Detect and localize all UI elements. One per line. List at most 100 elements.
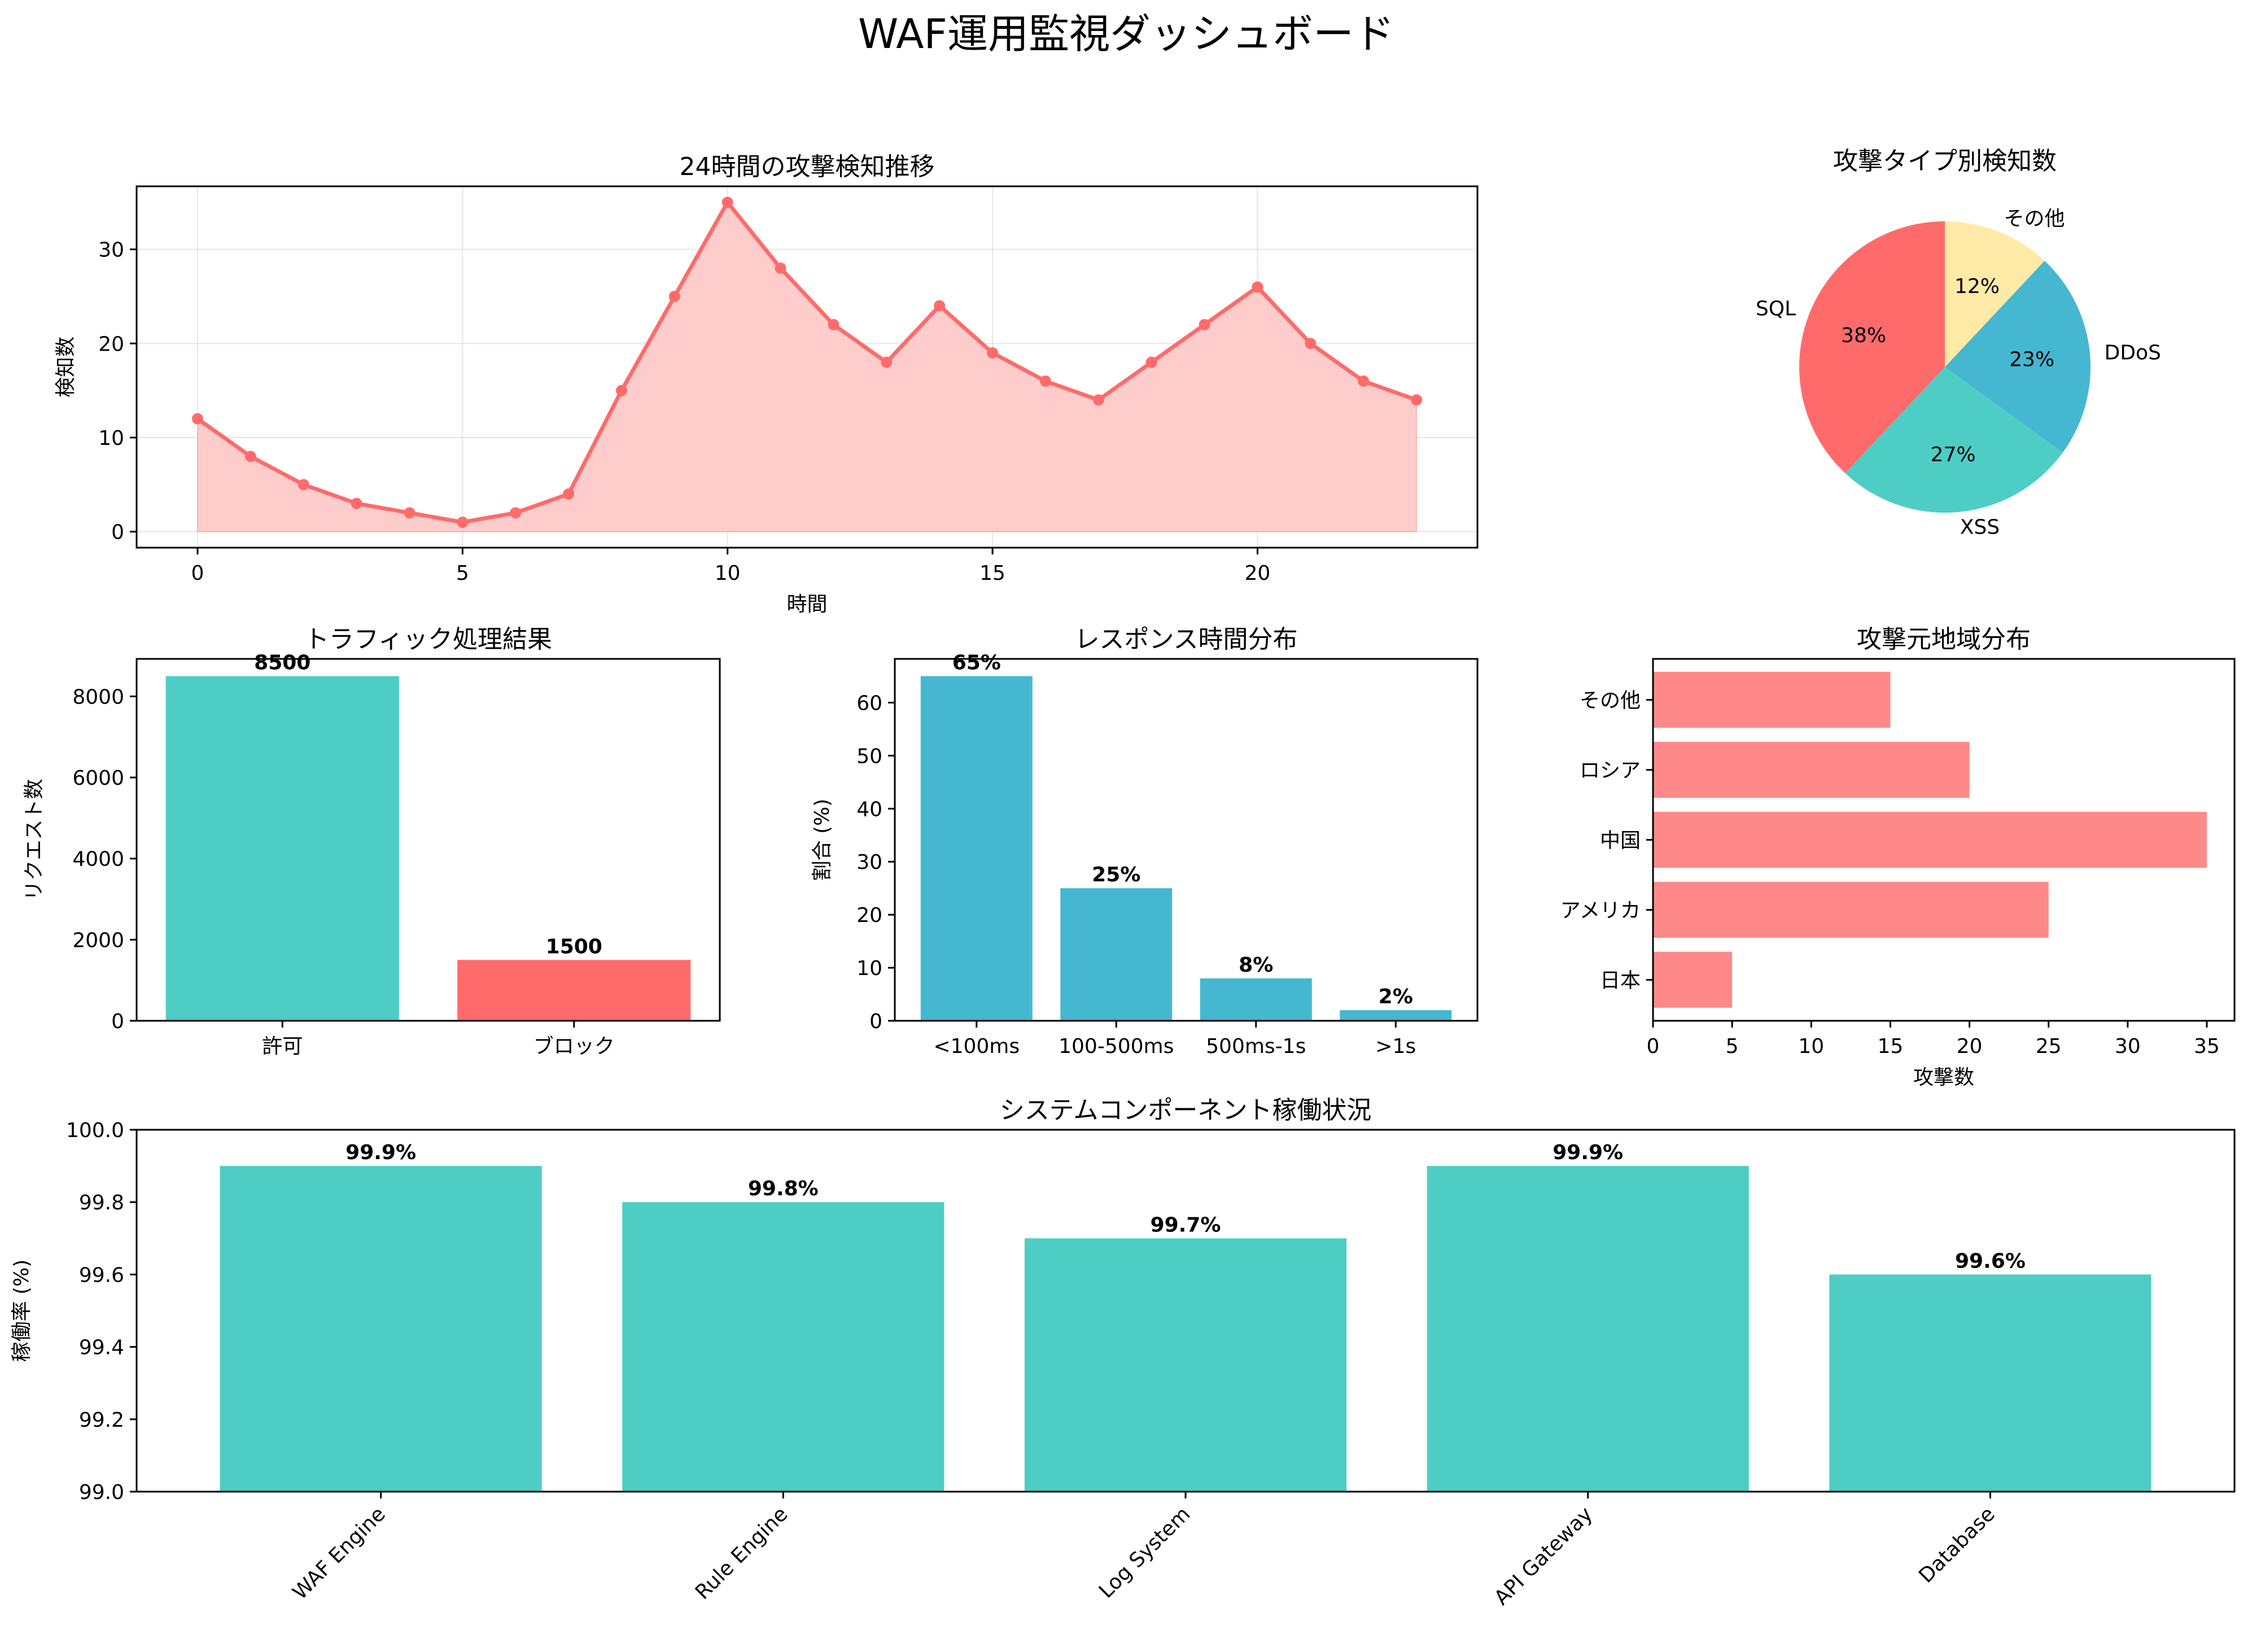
pie-slice (1945, 260, 2091, 453)
trend-data-point (1145, 356, 1157, 368)
trend-y-tick-label: 20 (98, 333, 124, 356)
response-y-tick-label: 30 (856, 851, 882, 874)
uptime-value-label: 99.9% (1553, 1141, 1623, 1164)
pie-percent-label: 23% (2009, 348, 2054, 371)
trend-x-axis-label: 時間 (786, 593, 827, 616)
trend-data-point (615, 384, 627, 396)
pie-percent-label: 12% (1954, 275, 2000, 298)
uptime-bar (622, 1202, 944, 1492)
response-x-tick-label: 100-500ms (1059, 1035, 1174, 1058)
uptime-title: システムコンポーネント稼働状況 (1000, 1096, 1372, 1125)
traffic-y-tick-label: 2000 (72, 929, 124, 952)
uptime-y-tick-label: 99.8 (79, 1191, 124, 1214)
region-x-tick-label: 0 (1647, 1035, 1660, 1058)
pie-category-label: XSS (1960, 516, 2000, 539)
trend-x-tick-label: 10 (715, 562, 741, 585)
trend-data-point (1092, 394, 1104, 406)
uptime-value-label: 99.8% (748, 1177, 819, 1200)
response-y-tick-label: 10 (856, 957, 882, 980)
trend-x-tick-label: 20 (1245, 562, 1271, 585)
uptime-value-label: 99.6% (1955, 1249, 2026, 1273)
trend-data-point (775, 263, 786, 274)
trend-series-line (196, 200, 1418, 525)
pie-percent-label: 38% (1841, 324, 1886, 347)
trend-data-point (510, 507, 522, 519)
pie-slice (1845, 367, 2063, 513)
traffic-x-tick-label: ブロック (534, 1035, 615, 1058)
traffic-bar (165, 676, 399, 1021)
region-y-tick-label: ロシア (1580, 759, 1641, 783)
uptime-y-tick-label: 99.6 (79, 1264, 124, 1287)
trend-y-tick-label: 30 (98, 239, 124, 262)
response-time-bar-chart: 65% 25% 8% 2% <100ms 100-500ms 500ms-1s >1s 0 10 2… (811, 625, 1479, 1058)
region-title: 攻撃元地域分布 (1857, 625, 2031, 654)
trend-area-fill (196, 201, 1418, 532)
pie-percent-label: 27% (1931, 443, 1976, 466)
response-bar (920, 676, 1033, 1021)
pie-slice (1945, 221, 2045, 367)
response-bar (1340, 1010, 1452, 1021)
trend-y-tick-label: 10 (98, 427, 124, 450)
traffic-x-tick-label: 許可 (262, 1035, 303, 1058)
region-x-tick-label: 15 (1878, 1035, 1904, 1058)
region-x-tick-label: 35 (2194, 1035, 2220, 1058)
trend-data-point (1358, 375, 1370, 387)
attack-type-pie-chart: 38% SQL 27% XSS 23% DDoS 12% その他 攻撃タイプ別検知数 (1756, 147, 2161, 539)
trend-data-point (351, 497, 362, 509)
uptime-value-label: 99.9% (346, 1141, 416, 1164)
traffic-bar-chart: 8500 1500 許可 ブロック 0 2000 4000 6000 8000 トラフィック処理結… (23, 625, 721, 1058)
response-value-label: 8% (1239, 954, 1273, 977)
region-bar (1653, 951, 1733, 1008)
pie-title: 攻撃タイプ別検知数 (1833, 147, 2057, 176)
traffic-y-tick-label: 8000 (72, 685, 124, 709)
response-y-tick-label: 20 (856, 904, 882, 927)
traffic-bar (457, 960, 691, 1021)
uptime-bar-chart: 99.9% 99.8% 99.7% 99.9% 99.6% WAF Engine Rule … (10, 1096, 2236, 1610)
trend-data-point (404, 507, 416, 519)
region-x-axis-label: 攻撃数 (1913, 1066, 1974, 1089)
response-x-tick-label: <100ms (933, 1035, 1020, 1058)
traffic-title: トラフィック処理結果 (304, 625, 552, 654)
region-x-tick-label: 30 (2115, 1035, 2141, 1058)
uptime-y-axis-label: 稼働率 (%) (10, 1260, 33, 1362)
region-y-tick-label: 日本 (1600, 969, 1641, 992)
trend-data-point (1199, 319, 1210, 330)
region-y-tick-label: 中国 (1600, 829, 1641, 853)
uptime-x-tick-label: API Gateway (1490, 1502, 1597, 1610)
trend-title: 24時間の攻撃検知推移 (680, 152, 935, 181)
trend-y-tick-label: 0 (111, 521, 124, 544)
response-bar (1060, 888, 1173, 1021)
uptime-bar (220, 1166, 542, 1492)
region-bar (1653, 811, 2207, 868)
trend-data-point (563, 488, 575, 500)
response-x-tick-label: 500ms-1s (1206, 1035, 1306, 1058)
response-y-tick-label: 60 (856, 692, 882, 715)
response-y-tick-label: 0 (869, 1010, 882, 1033)
trend-data-point (1039, 375, 1051, 387)
response-x-tick-label: >1s (1375, 1035, 1416, 1058)
response-value-label: 65% (952, 652, 1001, 675)
trend-data-point (987, 347, 999, 359)
uptime-value-label: 99.7% (1151, 1213, 1221, 1236)
uptime-bar (1427, 1166, 1749, 1492)
traffic-y-axis-label: リクエスト数 (23, 779, 46, 901)
trend-data-point (721, 196, 733, 208)
trend-data-point (934, 300, 946, 312)
trend-data-point (191, 413, 203, 425)
response-y-tick-label: 50 (856, 745, 882, 768)
response-bar (1200, 978, 1312, 1021)
response-y-tick-label: 40 (856, 798, 882, 821)
traffic-value-label: 8500 (254, 652, 311, 675)
uptime-y-tick-label: 100.0 (66, 1119, 124, 1142)
trend-x-tick-label: 5 (456, 562, 469, 585)
trend-data-point (244, 451, 256, 462)
uptime-y-tick-label: 99.0 (79, 1481, 124, 1504)
uptime-y-tick-label: 99.2 (79, 1409, 124, 1432)
trend-data-point (457, 517, 469, 528)
region-bar (1653, 741, 1970, 798)
pie-slice (1799, 221, 1945, 474)
pie-category-label: DDoS (2105, 341, 2161, 364)
